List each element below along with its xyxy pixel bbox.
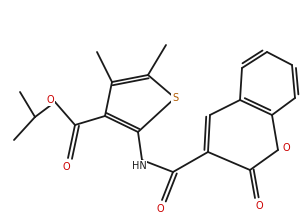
Text: O: O <box>282 143 290 153</box>
Text: O: O <box>46 95 54 105</box>
Text: O: O <box>62 162 70 172</box>
Text: O: O <box>255 201 263 211</box>
Text: S: S <box>172 93 178 103</box>
Text: HN: HN <box>132 161 146 171</box>
Text: O: O <box>156 204 164 214</box>
